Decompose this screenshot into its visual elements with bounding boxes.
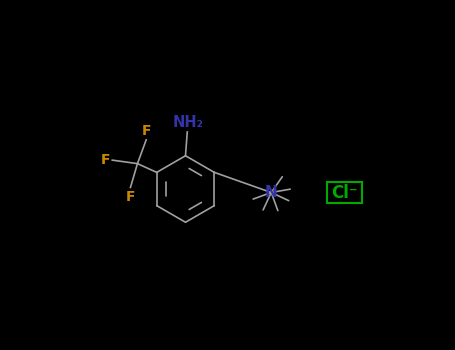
Text: F: F	[126, 190, 135, 204]
Text: N: N	[265, 185, 278, 200]
Text: Cl⁻: Cl⁻	[331, 183, 358, 202]
Text: F: F	[101, 153, 111, 167]
Text: NH₂: NH₂	[172, 115, 203, 130]
Text: F: F	[142, 124, 152, 138]
